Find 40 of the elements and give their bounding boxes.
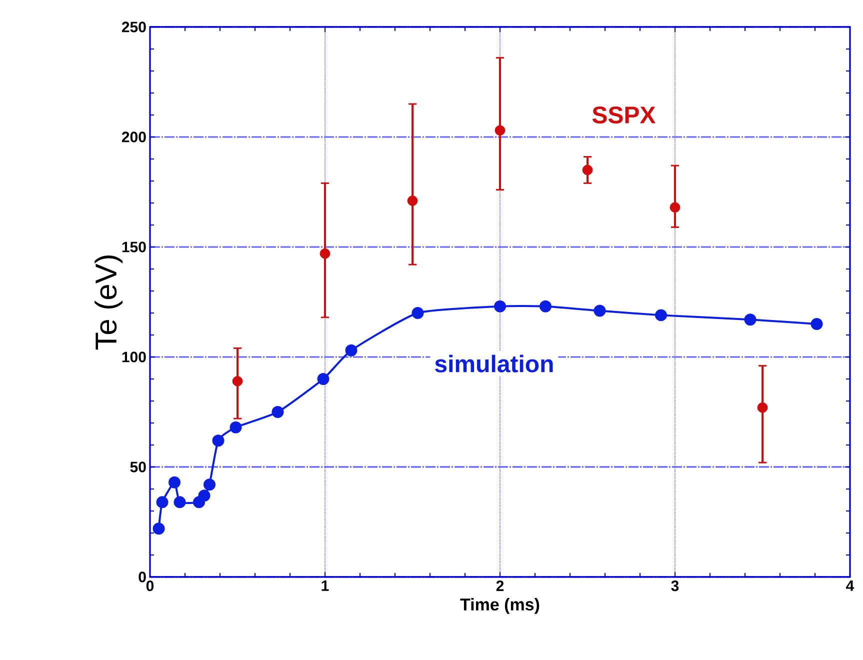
point bbox=[744, 314, 756, 326]
point bbox=[670, 202, 680, 213]
point bbox=[198, 490, 210, 502]
point bbox=[810, 318, 823, 330]
point bbox=[412, 306, 424, 319]
point bbox=[757, 402, 768, 413]
point bbox=[582, 164, 593, 176]
x-axis-title: Time (ms) bbox=[460, 598, 540, 614]
point bbox=[204, 478, 216, 491]
point bbox=[494, 125, 506, 136]
x-tick-label: 4 bbox=[846, 580, 854, 591]
point bbox=[212, 434, 224, 447]
y-tick-label: 250 bbox=[122, 22, 146, 32]
series-label: simulation bbox=[435, 354, 553, 372]
y-tick-label: 150 bbox=[122, 242, 146, 252]
point bbox=[230, 421, 242, 434]
series-label: SSPX bbox=[592, 106, 656, 124]
point bbox=[168, 476, 180, 488]
point bbox=[317, 372, 330, 385]
y-tick-label: 0 bbox=[138, 572, 146, 582]
point bbox=[156, 496, 168, 508]
point bbox=[345, 344, 358, 356]
point bbox=[152, 522, 165, 535]
x-tick-label: 3 bbox=[671, 580, 679, 592]
point bbox=[272, 406, 284, 418]
point bbox=[494, 300, 506, 312]
point bbox=[540, 300, 552, 312]
x-tick-label: 1 bbox=[322, 580, 329, 591]
y-tick-label: 50 bbox=[130, 462, 146, 472]
point bbox=[320, 248, 330, 259]
y-axis-title: Te (eV) bbox=[94, 256, 123, 350]
point bbox=[232, 376, 243, 386]
y-tick-label: 100 bbox=[122, 352, 146, 362]
x-tick-label: 2 bbox=[496, 580, 504, 591]
point bbox=[594, 304, 606, 317]
x-tick-label: 0 bbox=[146, 580, 154, 592]
point bbox=[655, 309, 667, 322]
y-tick-label: 200 bbox=[122, 132, 146, 142]
point bbox=[407, 196, 418, 206]
point bbox=[174, 496, 186, 508]
